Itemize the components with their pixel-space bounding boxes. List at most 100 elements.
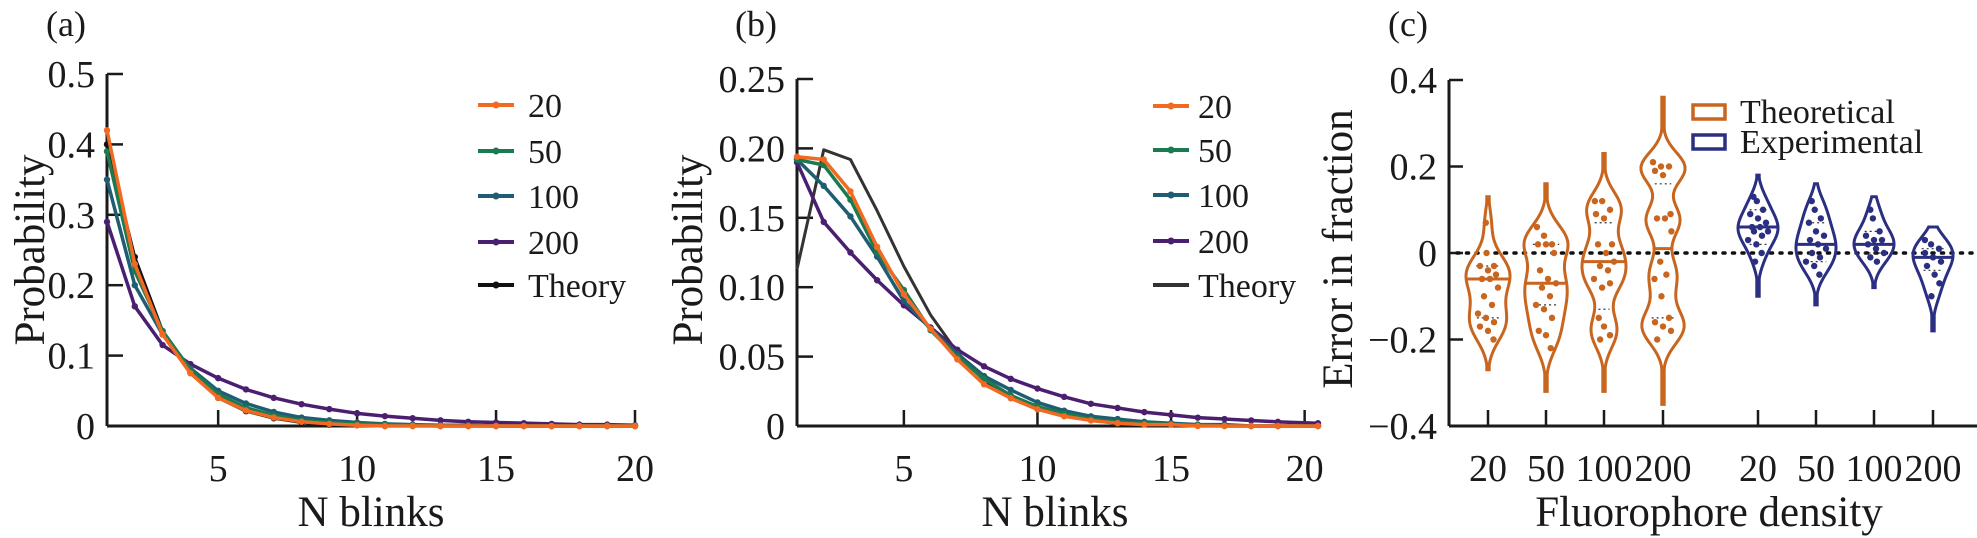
y-tick-label: −0.4 (1368, 406, 1437, 448)
violin-outline (1464, 195, 1512, 372)
legend-label: 200 (1198, 224, 1249, 261)
legend-marker (1167, 237, 1175, 245)
data-point (1864, 241, 1872, 248)
legend-label: Experimental (1740, 124, 1923, 161)
data-point (1927, 241, 1935, 248)
legend-entry: Theoretical (1691, 94, 1895, 131)
data-point (1762, 219, 1770, 226)
data-point (1872, 245, 1880, 252)
legend-entry: 20 (1153, 89, 1232, 126)
violin-outline (1852, 195, 1896, 290)
data-point (159, 331, 166, 338)
data-point (1870, 236, 1878, 244)
data-point (1484, 327, 1492, 335)
data-point (1657, 258, 1664, 265)
data-point (1937, 258, 1945, 265)
data-point (353, 410, 361, 417)
data-point (847, 188, 854, 195)
data-point (900, 297, 908, 305)
data-point (1600, 215, 1608, 222)
data-point (1651, 275, 1658, 283)
data-point (954, 356, 961, 363)
data-point (604, 422, 611, 430)
data-point (1606, 331, 1614, 339)
data-point (1087, 417, 1095, 424)
data-point (1248, 422, 1255, 430)
data-point (187, 370, 194, 377)
x-tick-label: 10 (338, 448, 376, 490)
data-point (1814, 241, 1822, 248)
data-point (1606, 206, 1614, 213)
data-point (131, 260, 138, 268)
data-point (1535, 327, 1542, 335)
data-point (1248, 417, 1255, 424)
y-tick-label: 0 (1418, 233, 1437, 275)
data-point (131, 303, 138, 310)
data-point (1658, 293, 1665, 300)
data-point (1667, 210, 1674, 218)
violin-outline (1639, 95, 1687, 406)
data-point (353, 422, 361, 429)
data-point (1595, 314, 1602, 322)
y-tick-label: 0.3 (48, 195, 96, 237)
data-point (847, 213, 854, 220)
series-line (796, 154, 1318, 428)
data-point (873, 243, 881, 251)
x-tick-label: 15 (477, 448, 515, 490)
x-tick-label: 200 (1635, 448, 1692, 490)
data-point (1602, 249, 1610, 257)
data-point (298, 418, 305, 425)
data-point (1552, 280, 1560, 287)
data-point (1754, 215, 1762, 222)
x-tick-label: 100 (1576, 448, 1633, 490)
data-point (326, 405, 333, 413)
data-point (1596, 336, 1604, 343)
data-point (103, 127, 111, 134)
data-point (1542, 331, 1550, 339)
x-tick-label: 100 (1846, 448, 1903, 490)
y-tick-label: 0.20 (719, 128, 786, 170)
data-point (1007, 386, 1014, 394)
data-point (1747, 210, 1754, 218)
data-point (409, 422, 416, 430)
data-point (631, 422, 639, 430)
data-point (1659, 171, 1667, 179)
legend-label: 100 (528, 179, 579, 216)
data-point (900, 290, 908, 298)
data-point (1486, 275, 1494, 283)
data-point (1087, 400, 1095, 407)
panel-label: (b) (735, 4, 777, 44)
data-point (1802, 258, 1810, 265)
data-point (1598, 284, 1606, 291)
data-point (381, 422, 389, 430)
panel-label: (a) (46, 4, 86, 44)
data-point (465, 422, 472, 430)
data-point (1867, 206, 1874, 213)
data-point (1744, 236, 1752, 244)
legend-marker (492, 101, 500, 109)
data-point (1869, 215, 1877, 222)
data-point (1812, 228, 1820, 235)
y-tick-label: 0 (766, 406, 785, 448)
data-point (873, 277, 881, 284)
x-axis-label: Fluorophore density (1535, 489, 1883, 536)
data-point (242, 407, 250, 414)
data-point (1594, 241, 1602, 248)
y-tick-label: 0.2 (48, 265, 96, 307)
data-point (1274, 422, 1282, 430)
data-point (1476, 262, 1484, 270)
data-point (927, 325, 934, 333)
legend-entry: 200 (478, 225, 579, 262)
data-point (1651, 319, 1659, 326)
data-point (270, 414, 277, 421)
data-point (1929, 254, 1937, 261)
legend-entry: 50 (1153, 133, 1232, 170)
data-point (1608, 241, 1616, 248)
data-point (1653, 215, 1661, 222)
legend-marker (492, 238, 500, 246)
data-point (103, 176, 111, 183)
data-point (1490, 262, 1498, 270)
x-tick-label: 10 (1018, 448, 1056, 490)
data-point (1610, 258, 1618, 265)
legend-label: 50 (528, 134, 562, 171)
